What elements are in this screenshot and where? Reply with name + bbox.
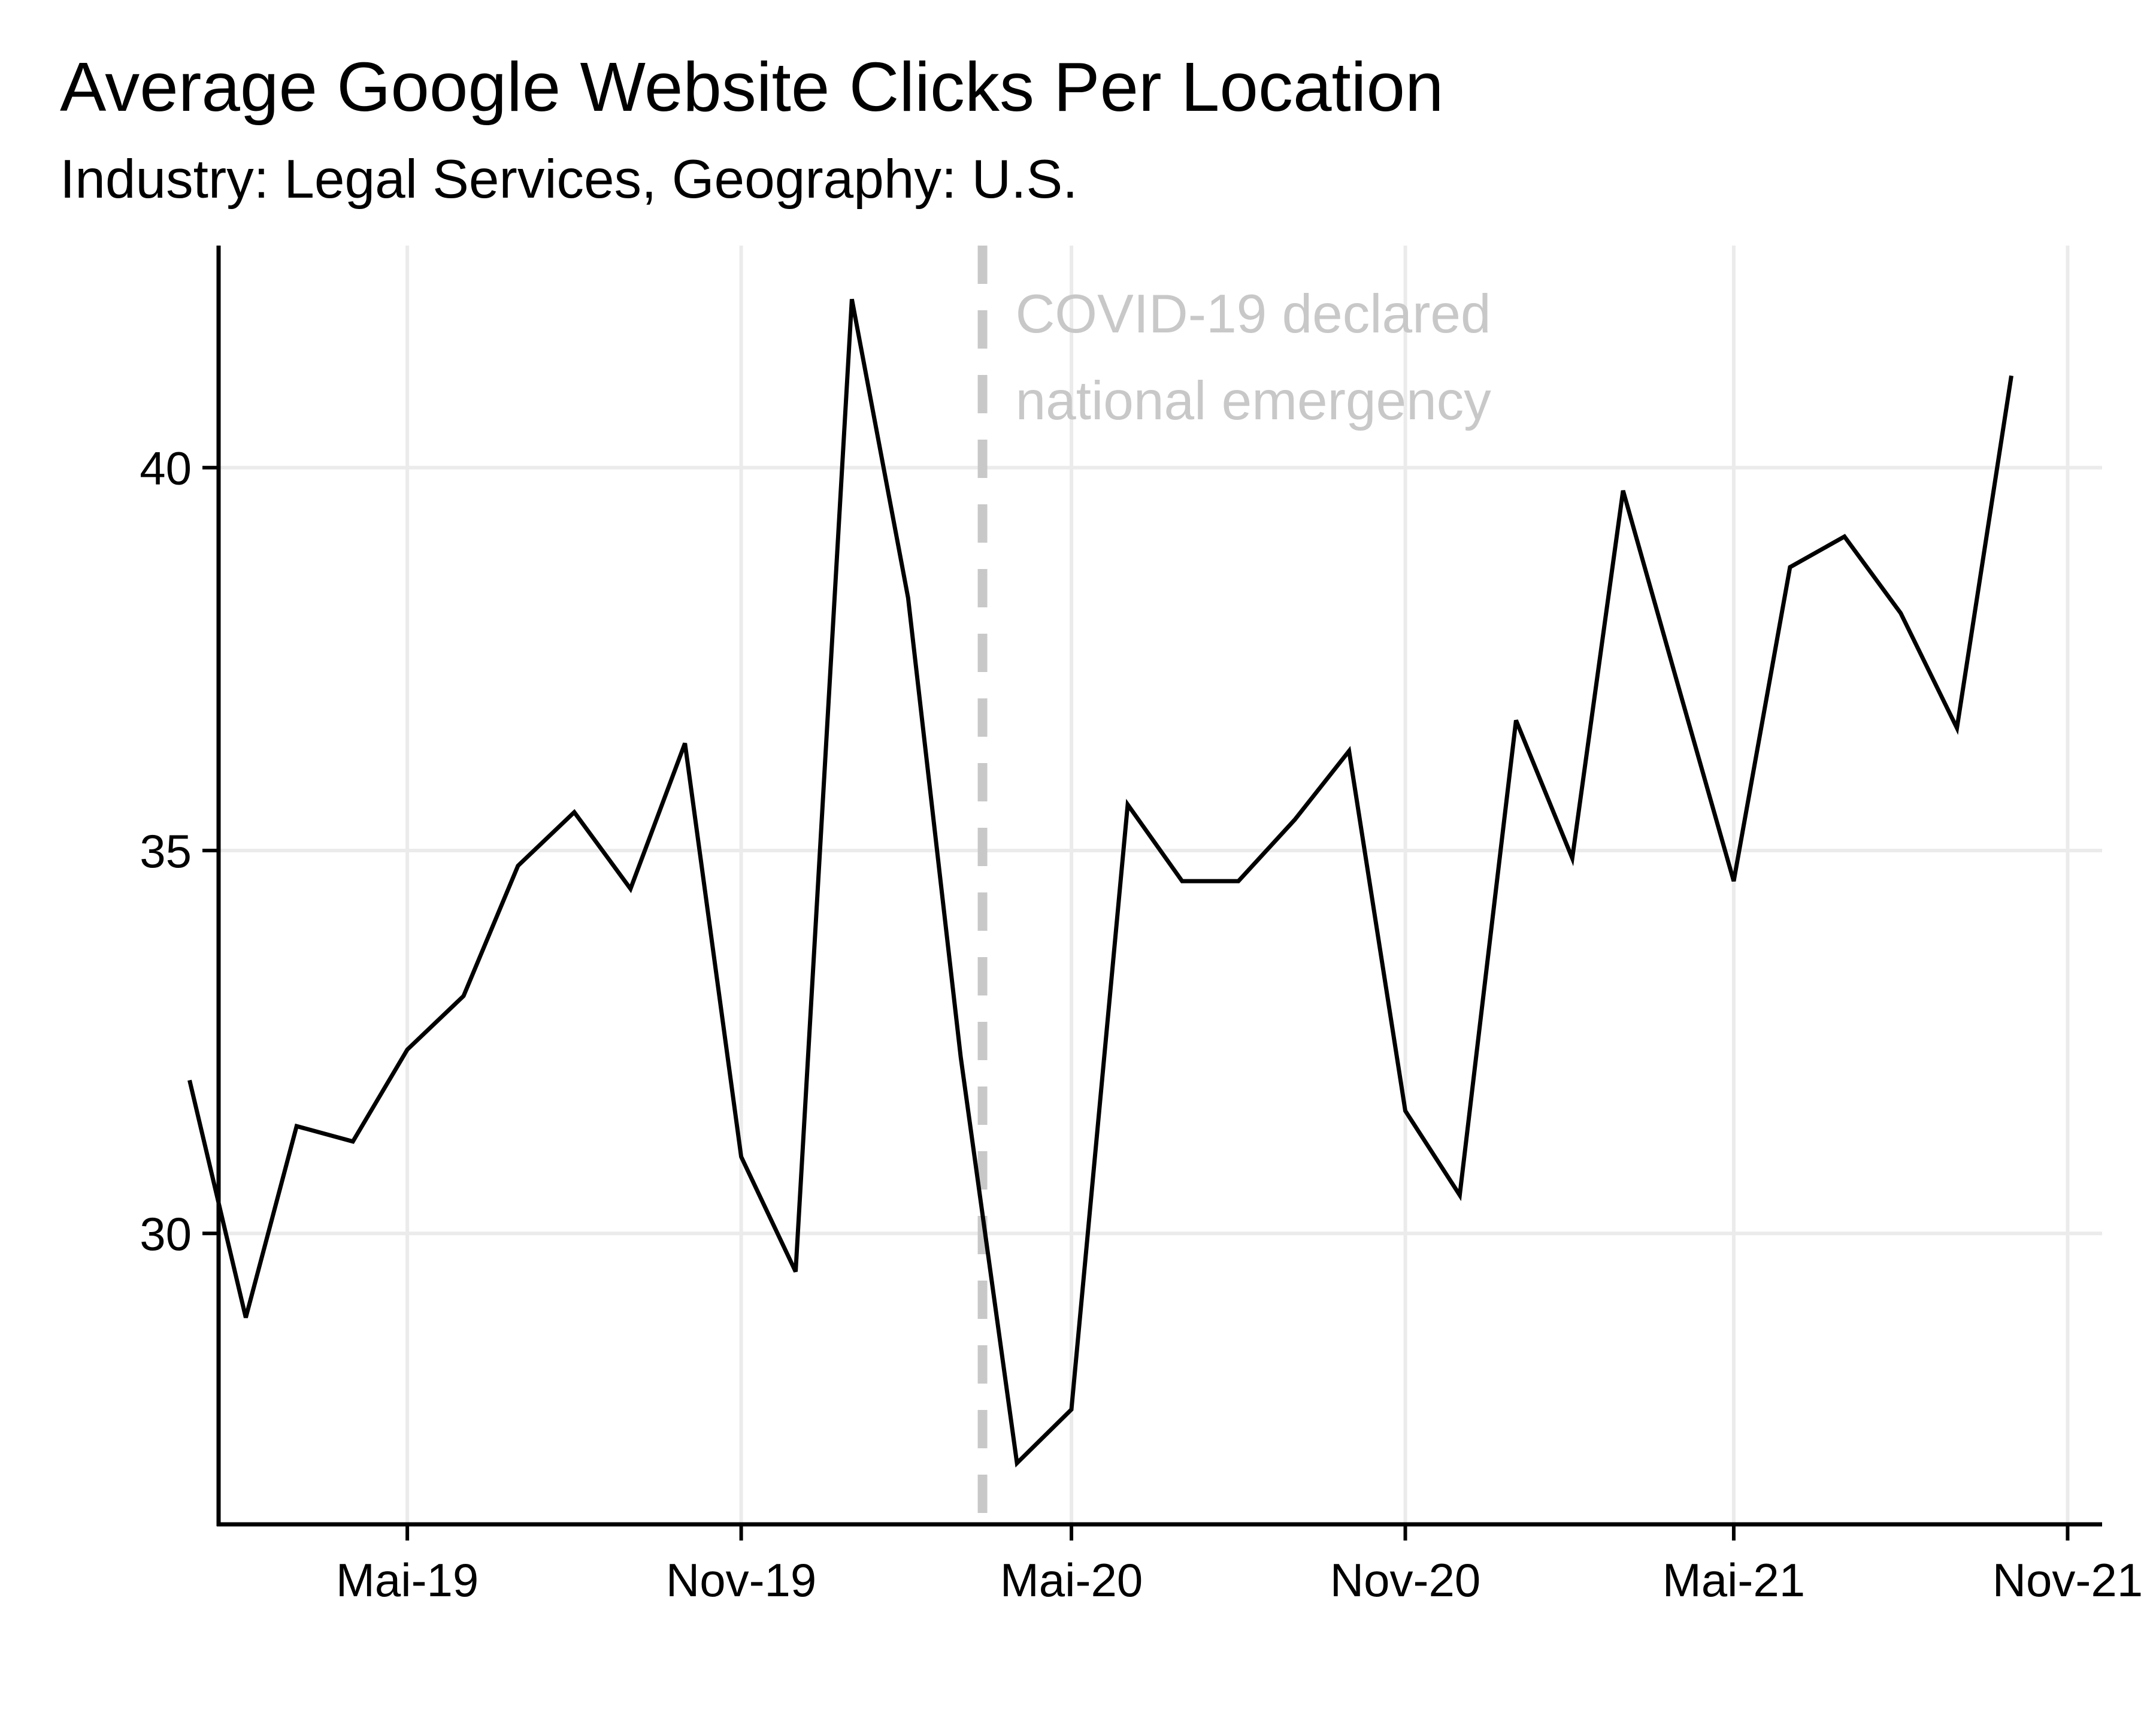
grid-lines	[219, 246, 2102, 1524]
chart-title: Average Google Website Clicks Per Locati…	[60, 48, 1444, 126]
series-line-0	[187, 298, 2013, 1468]
x-tick-label-Nov-19: Nov-19	[666, 1554, 816, 1606]
x-tick-label-Mai-19: Mai-19	[336, 1554, 479, 1606]
series-layer	[187, 298, 2013, 1468]
x-tick-label-Mai-20: Mai-20	[1000, 1554, 1143, 1606]
axes	[216, 246, 2102, 1527]
x-tick-label-Nov-20: Nov-20	[1330, 1554, 1480, 1606]
tick-labels: 30 35 40 Mai-19 Nov-19 Mai-20 Nov-20 Mai-21 Nov-…	[140, 442, 2143, 1606]
y-tick-label-35: 35	[140, 825, 192, 877]
annotation-label-line-2: national emergency	[1016, 371, 1492, 431]
chart-subtitle: Industry: Legal Services, Geography: U.S…	[60, 149, 1078, 210]
x-tick-label-Mai-21: Mai-21	[1663, 1554, 1805, 1606]
annotation-label-line-1: COVID-19 declared	[1016, 284, 1491, 344]
y-tick-label-30: 30	[140, 1208, 192, 1260]
covid-annotation: COVID-19 declared national emergency	[977, 246, 1492, 1524]
y-tick-label-40: 40	[140, 442, 192, 495]
x-tick-label-Nov-21: Nov-21	[1993, 1554, 2143, 1606]
